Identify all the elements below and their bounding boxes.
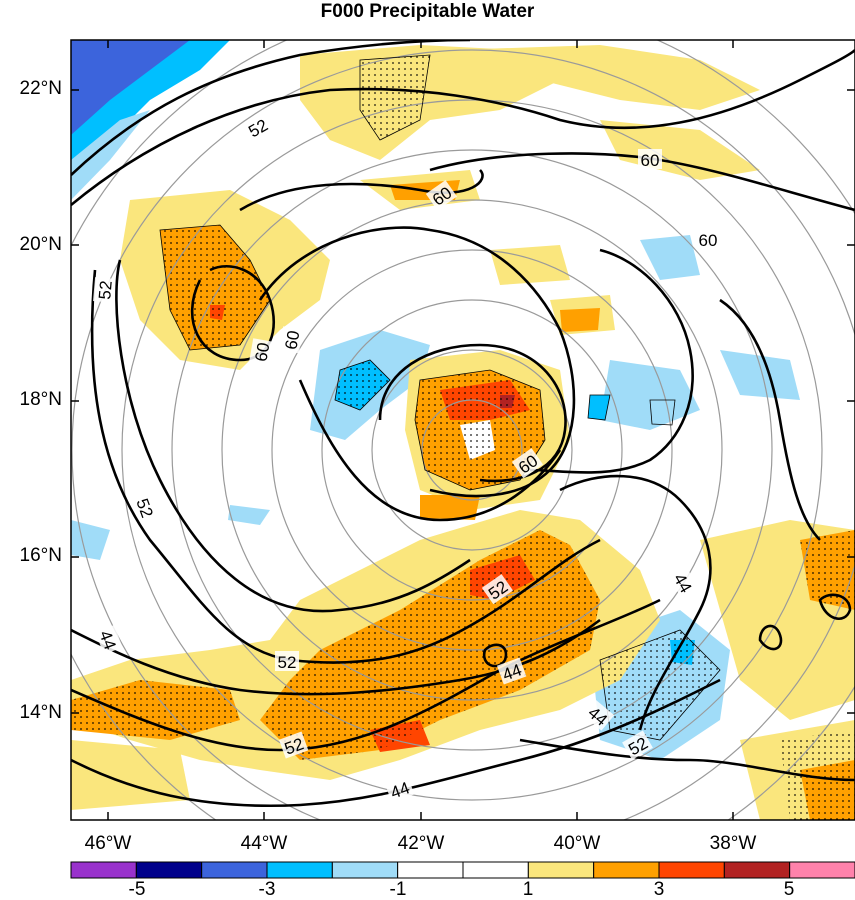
- contour-label-bg: [696, 229, 720, 249]
- range-rings: [71, 40, 855, 820]
- colorbar-swatch: [70, 861, 137, 879]
- total-field-contours: [71, 40, 855, 808]
- colorbar-label-1: 1: [522, 879, 534, 900]
- lon-label-44: 44°W: [240, 833, 288, 854]
- colorbar: [70, 861, 855, 879]
- anomaly-thin-contours: [159, 54, 721, 741]
- colorbar-swatch: [266, 861, 333, 879]
- colorbar-swatch: [135, 861, 203, 879]
- contour-label-bg: [496, 657, 527, 685]
- contour-label-bg: [279, 326, 303, 354]
- colorbar-swatch: [658, 861, 725, 879]
- contour-label-bg: [425, 180, 457, 211]
- contour-label-bg: [132, 492, 160, 523]
- contour-label: 60: [641, 151, 660, 170]
- contour-label: 60: [251, 341, 273, 363]
- map-title: F000 Precipitable Water: [320, 1, 535, 22]
- contour-label-bg: [384, 775, 415, 803]
- colorbar-label-minus3: -3: [258, 879, 276, 900]
- colorbar-swatch: [331, 861, 399, 879]
- contour-label-bg: [481, 574, 513, 605]
- axis-ticks: [71, 40, 855, 820]
- colorbar-swatch: [397, 861, 464, 879]
- contour-label: 60: [699, 231, 718, 250]
- colorbar-label-5: 5: [783, 879, 795, 900]
- contour-label-bg: [511, 448, 543, 479]
- colorbar-swatch: [462, 861, 529, 879]
- contour-label-bg: [275, 651, 299, 671]
- colorbar-swatch: [789, 861, 855, 879]
- colorbar-label-3: 3: [653, 879, 665, 900]
- colorbar-swatch: [201, 861, 268, 879]
- colorbar-swatch: [593, 861, 660, 879]
- lat-label-20: 20°N: [19, 234, 62, 255]
- contour-label: 52: [95, 280, 116, 301]
- contour-label-bg: [669, 567, 699, 598]
- contour-label-bg: [622, 730, 653, 760]
- contour-label-bg: [249, 338, 273, 366]
- lat-label-18: 18°N: [19, 389, 62, 410]
- colorbar-label-minus5: -5: [128, 879, 146, 900]
- contour-label-bg: [95, 624, 123, 655]
- lat-label-22: 22°N: [19, 78, 62, 99]
- contour-label: 52: [278, 653, 297, 672]
- lat-label-14: 14°N: [19, 702, 62, 723]
- contour-label: 60: [281, 329, 303, 351]
- contour-label-bg: [92, 277, 116, 303]
- lon-label-40: 40°W: [553, 833, 601, 854]
- colorbar-label-minus1: -1: [389, 879, 407, 900]
- lon-label-46: 46°W: [84, 833, 132, 854]
- contour-label-bg: [278, 731, 309, 759]
- contour-label-bg: [242, 112, 273, 142]
- lat-label-16: 16°N: [19, 545, 62, 566]
- colorbar-swatch: [723, 861, 791, 879]
- lon-label-42: 42°W: [397, 833, 445, 854]
- colorbar-swatch: [527, 861, 595, 879]
- contour-label-bg: [583, 699, 615, 731]
- contour-label-bg: [638, 149, 662, 169]
- plot-frame: [70, 39, 855, 821]
- lon-label-38: 38°W: [709, 833, 757, 854]
